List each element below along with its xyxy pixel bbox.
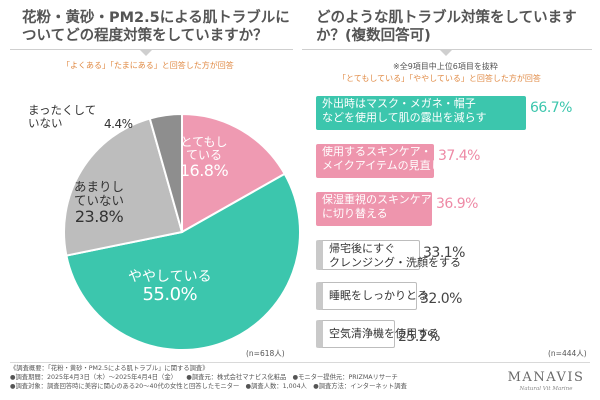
footer-line: ●調査期間：2025年4月3日（木）〜2025年4月4日（金） ●調査元：株式会…	[10, 374, 398, 381]
right-subnote: 「とてもしている」「ややしている」と回答した方が回答	[338, 74, 541, 83]
bar-item: 帰宅後にすぐ クレンジング・洗顔をする 33.1%	[316, 240, 465, 270]
brand-logo: MANAVIS Natural Vit Marine	[498, 370, 594, 392]
footer-line: ●調査対象：調査回答時に美容に関心のある20〜40代の女性と回答したモニター ●…	[10, 383, 407, 390]
footer-divider	[10, 362, 590, 363]
left-sample-size: (n=618人)	[246, 349, 285, 358]
left-title-pointer	[140, 50, 152, 56]
right-title-pointer	[440, 50, 452, 56]
bar-item: 空気清浄機を使用する 25.2%	[316, 320, 440, 348]
pie-slice-very-much	[181, 112, 287, 234]
pie-slice-not-at-all	[148, 112, 183, 233]
right-note: ※全9項目中上位6項目を抜粋	[393, 62, 498, 71]
bar-label: 保湿重視のスキンケア	[322, 193, 432, 206]
pie-label-very-much-value: 16.8%	[179, 161, 229, 181]
pie-label-not-much-text: あまりしていない	[73, 179, 124, 208]
bar-label: 空気清浄機を使用する	[329, 327, 439, 340]
bar-item: 保湿重視のスキンケア に切り替える 36.9%	[316, 192, 478, 226]
bar-label: などを使用して肌の露出を減らす	[322, 110, 487, 124]
footer-line: 《調査概要：「花粉・黄砂・PM2.5による肌トラブル」に関する調査》	[10, 365, 209, 372]
pie-slice-somewhat	[65, 172, 301, 351]
bar-label: クレンジング・洗顔をする	[329, 255, 461, 269]
pie-label-somewhat-text: ややしている	[128, 269, 212, 285]
bar-value: 36.9%	[436, 196, 478, 212]
right-sample-size: (n=444人)	[548, 349, 587, 358]
bar-item: 睡眠をしっかりとる 32.0%	[316, 282, 462, 310]
pie-label-not-at-all-value: 4.4%	[104, 117, 133, 131]
left-chart-title: 花粉・黄砂・PM2.5による肌トラブルについてどの程度対策をしていますか？	[22, 10, 290, 44]
pie-label-very-much: とてもしている 16.8%	[176, 135, 232, 181]
bar-label: メイクアイテムの見直し・変更	[322, 158, 475, 172]
bar-label: 帰宅後にすぐ	[329, 242, 396, 255]
bar-label: 睡眠をしっかりとる	[329, 289, 428, 302]
right-title-divider	[302, 49, 592, 50]
bar-value: 66.7%	[530, 100, 572, 116]
pie-label-very-much-text: とてもしている	[180, 135, 228, 163]
pie-label-not-much: あまりしていない 23.8%	[68, 180, 130, 225]
logo-tagline: Natural Vit Marine	[519, 386, 573, 392]
bar-item: 使用するスキンケア・ メイクアイテムの見直し・変更 37.4%	[316, 144, 480, 178]
pie-label-not-at-all: まったくしていない 4.4%	[28, 103, 133, 131]
pie-label-somewhat: ややしている 55.0%	[128, 269, 212, 306]
pie-label-somewhat-value: 55.0%	[142, 284, 198, 306]
bar-value: 37.4%	[438, 148, 480, 164]
left-title-divider	[10, 49, 293, 50]
right-chart-title: どのような肌トラブル対策をしていますか？(複数回答可)	[316, 10, 577, 44]
bar-label: 使用するスキンケア・	[322, 145, 432, 158]
bar-item: 外出時はマスク・メガネ・帽子 などを使用して肌の露出を減らす 66.7%	[316, 96, 572, 130]
bar-value: 33.1%	[423, 245, 465, 261]
bar-label: に切り替える	[322, 206, 388, 220]
bar-value: 25.2%	[398, 329, 440, 345]
bar-value: 32.0%	[420, 291, 462, 307]
survey-footer: 《調査概要：「花粉・黄砂・PM2.5による肌トラブル」に関する調査》 ●調査期間…	[10, 364, 490, 391]
pie-label-not-at-all-text: まったくしていない	[28, 103, 97, 130]
bar-label: 外出時はマスク・メガネ・帽子	[322, 97, 476, 110]
left-subnote: 「よくある」「たまにある」と回答した方が回答	[62, 61, 234, 70]
pie-label-not-much-value: 23.8%	[74, 206, 124, 226]
logo-name: MANAVIS	[507, 370, 585, 385]
pie-slice-not-much	[63, 117, 184, 257]
